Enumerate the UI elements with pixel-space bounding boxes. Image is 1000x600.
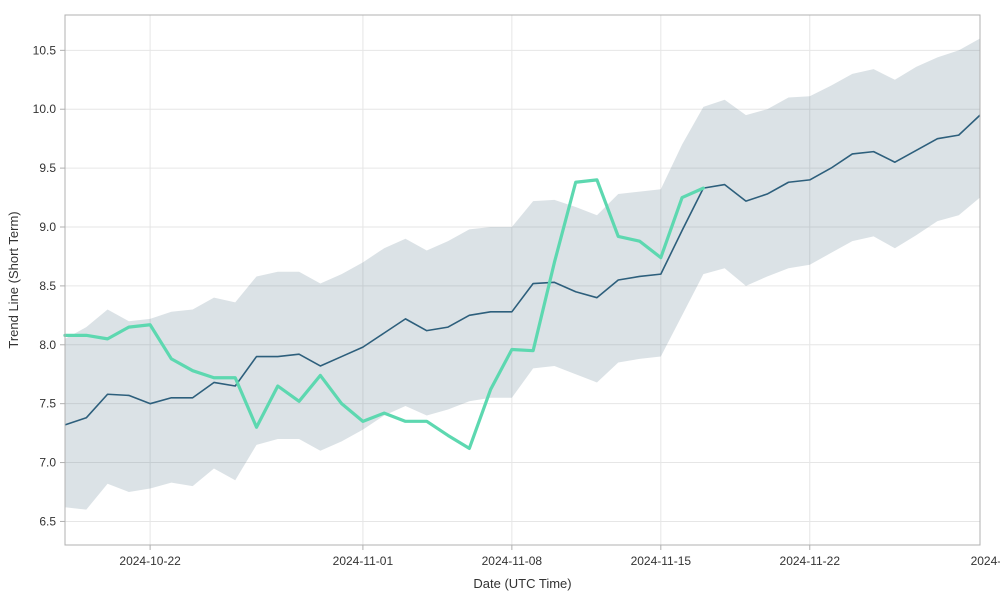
y-axis-title: Trend Line (Short Term): [6, 211, 21, 348]
x-tick-label: 2024-11-22: [780, 554, 841, 568]
y-tick-label: 8.5: [39, 279, 56, 293]
y-tick-label: 9.0: [39, 220, 56, 234]
y-tick-label: 10.5: [33, 43, 57, 57]
x-tick-label: 2024-10-22: [119, 554, 181, 568]
x-tick-label: 2024-11-15: [631, 554, 692, 568]
y-tick-label: 7.5: [39, 397, 56, 411]
trend-chart: 6.5 7.0 7.5 8.0 8.5 9.0 9.5 10.0 10.5 2024-10-22 2…: [0, 0, 1000, 600]
x-axis-title: Date (UTC Time): [473, 576, 571, 591]
y-tick-label: 8.0: [39, 338, 56, 352]
y-tick-label: 9.5: [39, 161, 56, 175]
x-tick-label: 2024-12-01: [971, 554, 1000, 568]
x-tick-label: 2024-11-01: [333, 554, 394, 568]
y-tick-label: 6.5: [39, 514, 56, 528]
chart-svg: 6.5 7.0 7.5 8.0 8.5 9.0 9.5 10.0 10.5 2024-10-22 2…: [0, 0, 1000, 600]
x-tick-label: 2024-11-08: [482, 554, 543, 568]
y-tick-label: 10.0: [33, 102, 57, 116]
y-tick-label: 7.0: [39, 456, 56, 470]
